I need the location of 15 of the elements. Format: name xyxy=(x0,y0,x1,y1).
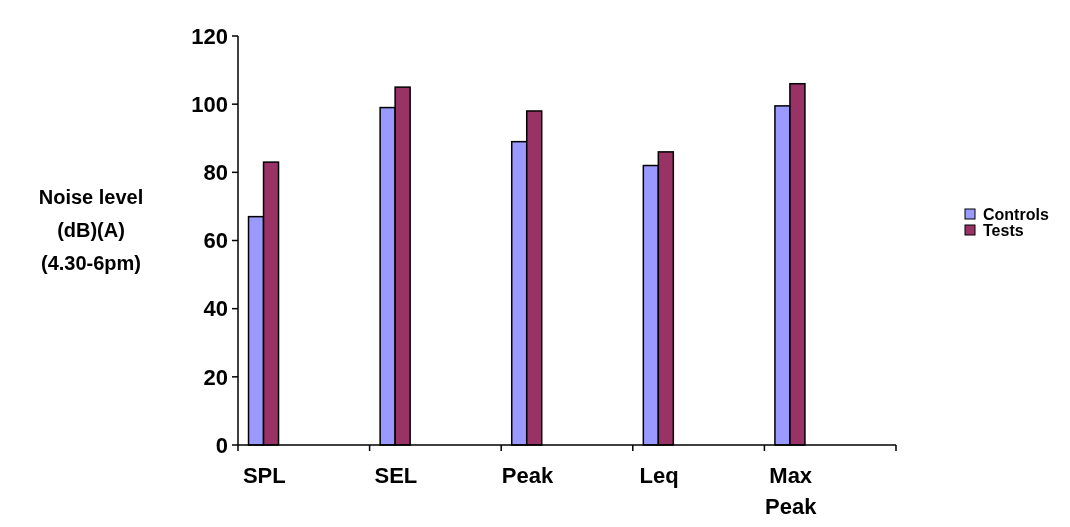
x-tick-label: Peak xyxy=(501,463,554,488)
x-tick-label: SEL xyxy=(374,463,418,488)
y-tick-label: 120 xyxy=(191,23,228,49)
y-tick-label: 20 xyxy=(203,364,228,390)
y-axis-title: Noise level (dB)(A) (4.30-6pm) xyxy=(38,186,144,274)
y-tick-label: 40 xyxy=(203,296,228,322)
legend-label: Controls xyxy=(983,205,1049,223)
x-tick-label: Max Peak xyxy=(765,463,818,519)
y-tick-label: 80 xyxy=(203,160,228,186)
x-tick-label: Leq xyxy=(639,463,679,488)
y-tick-label: 0 xyxy=(215,432,228,458)
legend-label: Tests xyxy=(983,221,1024,239)
y-tick-label: 100 xyxy=(191,91,228,117)
x-tick-label: SPL xyxy=(242,463,286,488)
y-tick-label: 60 xyxy=(203,228,228,254)
